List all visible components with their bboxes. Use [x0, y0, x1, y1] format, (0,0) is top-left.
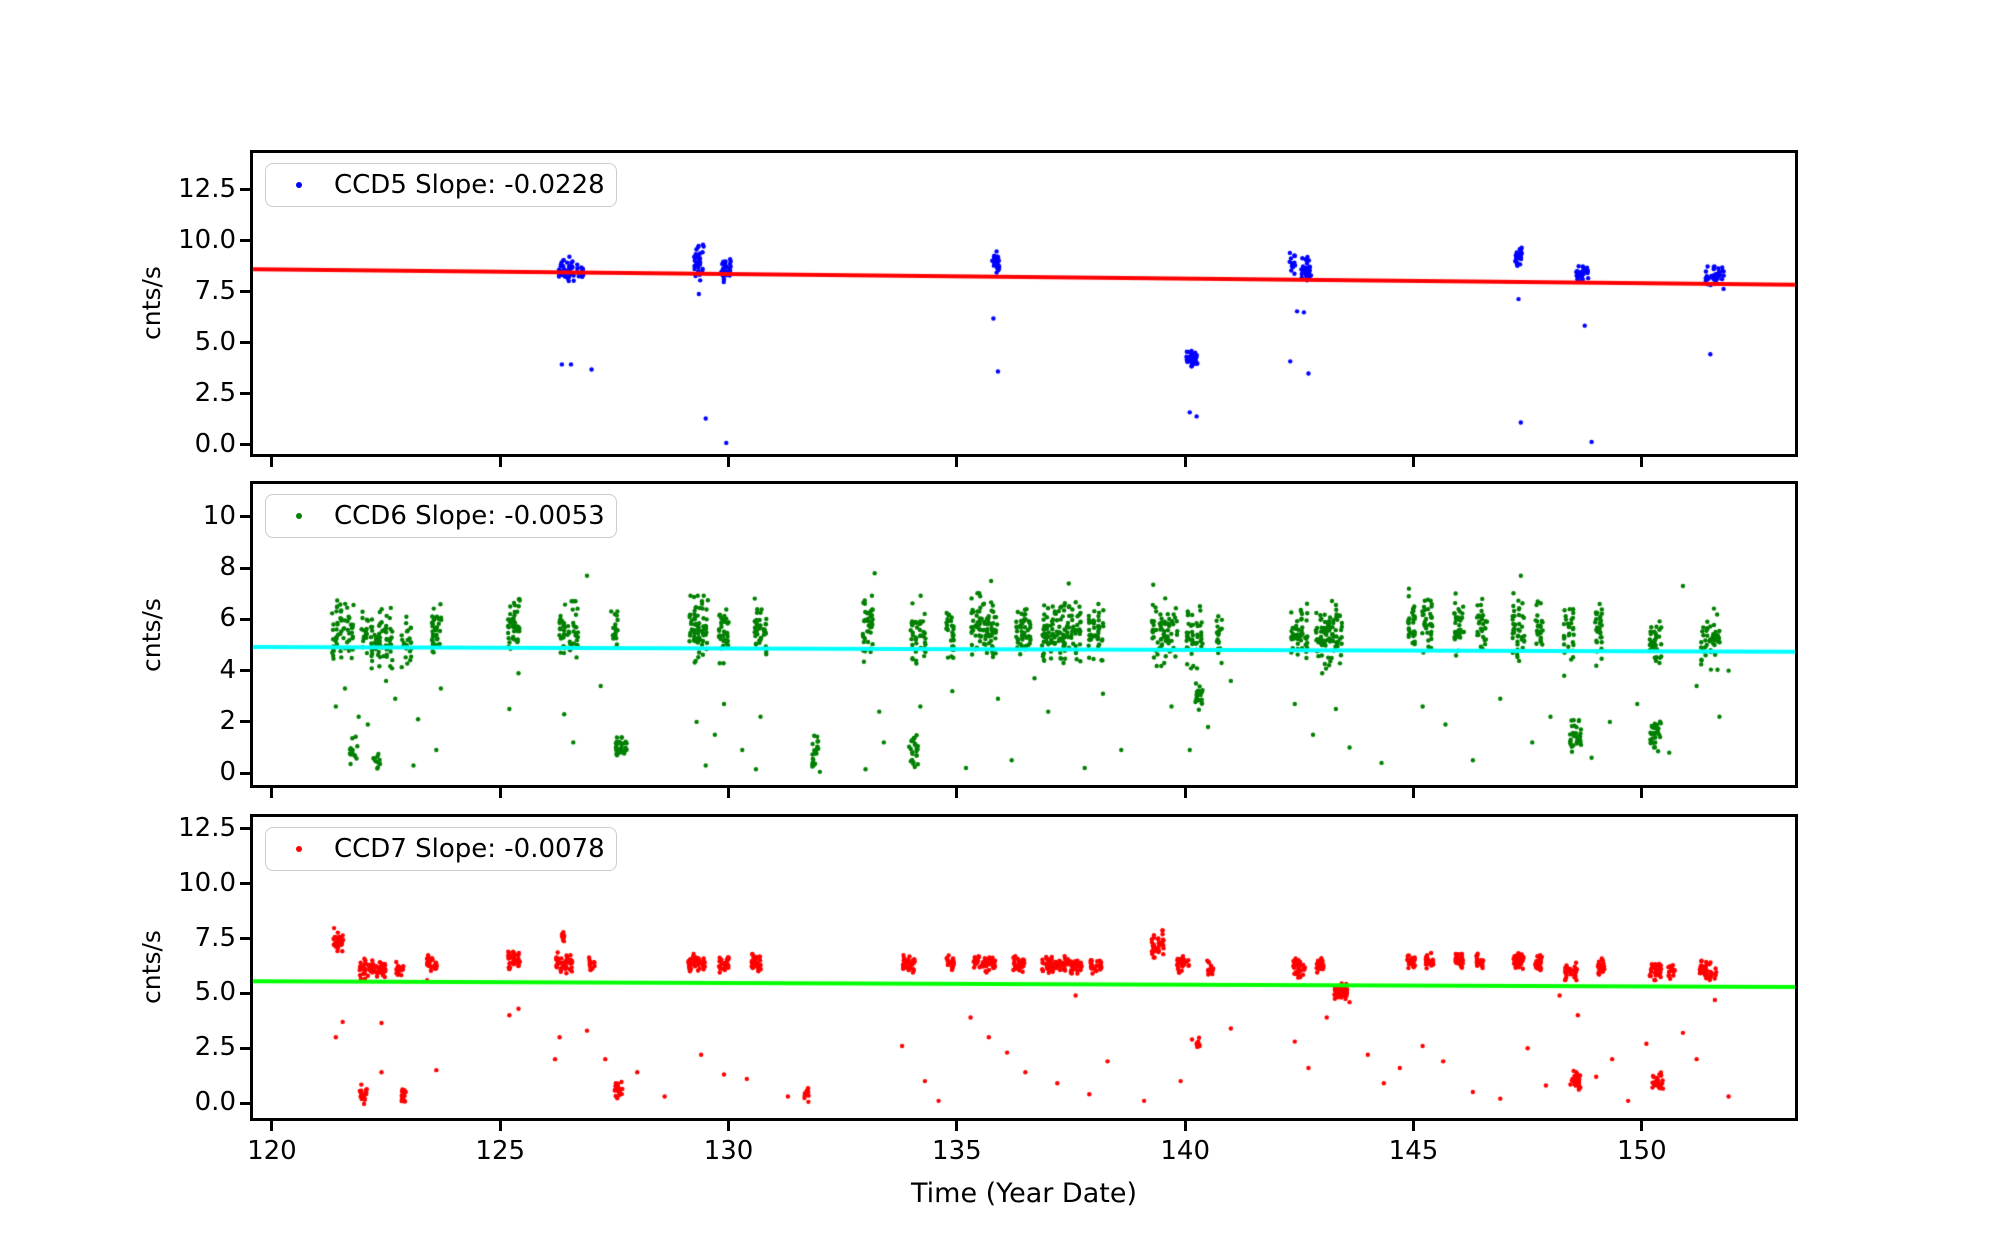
y-tick-mark: [240, 882, 250, 886]
x-tick-mark: [1640, 788, 1644, 798]
y-tick-mark: [240, 239, 250, 243]
legend-label: CCD7 Slope: -0.0078: [334, 834, 605, 864]
y-tick-label: 6: [219, 603, 236, 634]
y-tick-label: 10.0: [178, 867, 236, 898]
y-tick-label: 2: [219, 705, 236, 736]
legend-label: CCD6 Slope: -0.0053: [334, 501, 605, 531]
x-tick-mark: [955, 457, 959, 467]
legend-ccd5: CCD5 Slope: -0.0228: [265, 163, 617, 207]
x-tick-label: 130: [703, 1136, 754, 1166]
y-tick-mark: [240, 669, 250, 673]
legend-ccd7: CCD7 Slope: -0.0078: [265, 827, 617, 871]
y-tick-label: 8: [219, 552, 236, 583]
y-tick-mark: [240, 937, 250, 941]
y-tick-mark: [240, 720, 250, 724]
y-tick-label: 0.0: [194, 1087, 236, 1118]
y-tick-mark: [240, 290, 250, 294]
x-tick-mark: [270, 457, 274, 467]
legend-marker-dot: [296, 182, 302, 188]
y-tick-mark: [240, 827, 250, 831]
x-tick-mark: [955, 1121, 959, 1131]
x-tick-label: 125: [475, 1136, 526, 1166]
x-tick-label: 150: [1617, 1136, 1667, 1166]
x-axis-label: Time (Year Date): [910, 1178, 1137, 1209]
y-tick-label: 10.0: [178, 224, 236, 255]
y-tick-mark: [240, 617, 250, 621]
x-tick-mark: [727, 457, 731, 467]
y-tick-label: 5.0: [194, 977, 236, 1008]
y-axis-label-ccd7: cnts/s: [137, 930, 166, 1004]
x-tick-mark: [1640, 1121, 1644, 1131]
y-tick-label: 0: [219, 757, 236, 788]
y-tick-label: 7.5: [194, 922, 236, 953]
x-tick-mark: [498, 788, 502, 798]
x-tick-mark: [498, 1121, 502, 1131]
legend-ccd6: CCD6 Slope: -0.0053: [265, 494, 617, 538]
y-tick-label: 10: [202, 500, 236, 531]
y-tick-mark: [240, 771, 250, 775]
x-tick-label: 145: [1388, 1136, 1439, 1166]
x-tick-mark: [1183, 457, 1187, 467]
x-tick-mark: [1412, 788, 1415, 798]
x-tick-mark: [1183, 1121, 1187, 1131]
legend-label: CCD5 Slope: -0.0228: [334, 170, 605, 200]
x-tick-mark: [1183, 788, 1187, 798]
y-tick-mark: [240, 515, 250, 519]
y-tick-label: 0.0: [194, 428, 236, 459]
y-tick-label: 12.5: [178, 173, 236, 204]
y-tick-label: 4: [219, 654, 236, 685]
y-tick-label: 7.5: [194, 275, 236, 306]
y-tick-mark: [240, 1101, 250, 1105]
y-tick-mark: [240, 1046, 250, 1050]
x-tick-mark: [270, 788, 274, 798]
y-tick-label: 5.0: [194, 326, 236, 357]
y-tick-mark: [240, 188, 250, 192]
x-tick-mark: [727, 788, 731, 798]
x-tick-mark: [1412, 1121, 1415, 1131]
y-tick-label: 2.5: [194, 1032, 236, 1063]
legend-marker-dot: [296, 513, 302, 519]
legend-marker-dot: [296, 846, 302, 852]
x-tick-label: 140: [1160, 1136, 1210, 1166]
y-tick-mark: [240, 991, 250, 995]
y-tick-label: 2.5: [194, 377, 236, 408]
x-tick-mark: [727, 1121, 731, 1131]
x-tick-mark: [1412, 457, 1415, 467]
y-tick-label: 12.5: [178, 812, 236, 843]
y-tick-mark: [240, 566, 250, 570]
x-tick-mark: [270, 1121, 274, 1131]
x-tick-mark: [1640, 457, 1644, 467]
y-tick-mark: [240, 443, 250, 447]
x-tick-label: 120: [247, 1136, 297, 1166]
x-tick-mark: [955, 788, 959, 798]
x-tick-mark: [498, 457, 502, 467]
x-tick-label: 135: [932, 1136, 982, 1166]
y-tick-mark: [240, 341, 250, 345]
y-tick-mark: [240, 392, 250, 396]
